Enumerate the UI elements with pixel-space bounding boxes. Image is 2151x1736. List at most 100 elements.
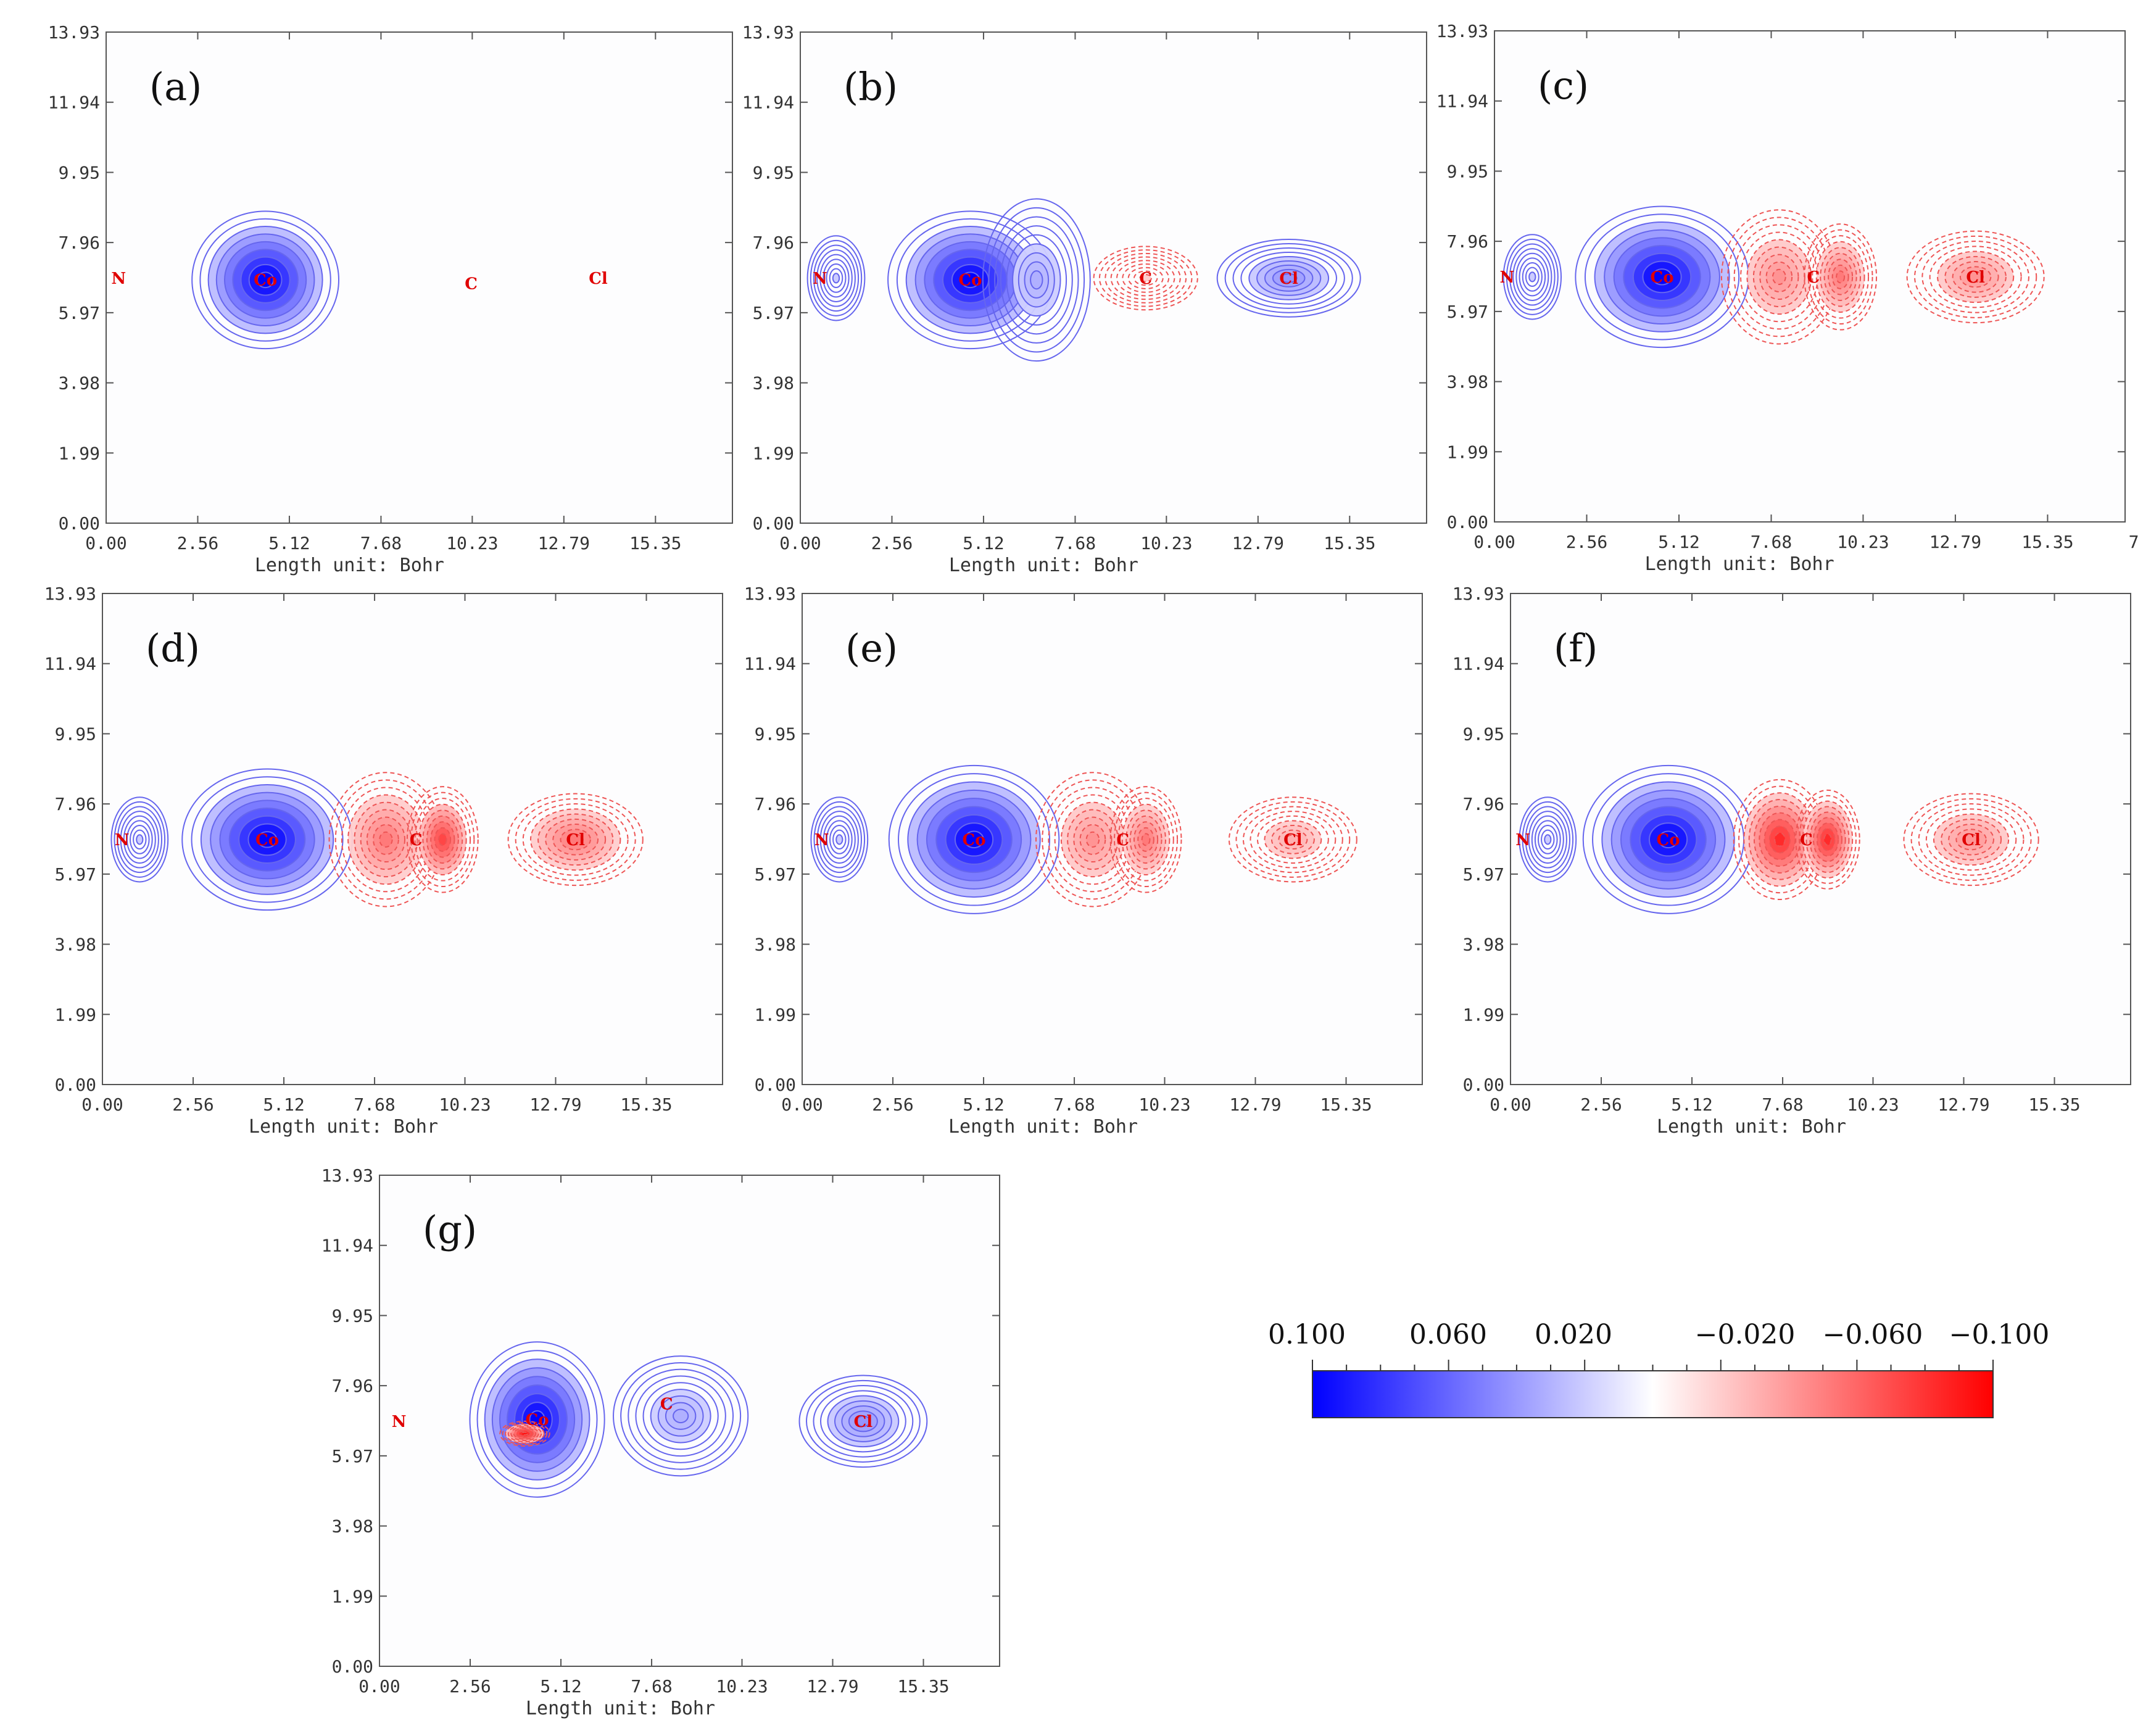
contour-line bbox=[1538, 824, 1558, 854]
x-tick-label: 10.23 bbox=[1847, 1094, 1899, 1115]
contour-line bbox=[199, 218, 331, 342]
contour-line bbox=[1139, 274, 1152, 283]
x-tick-label: 5.12 bbox=[963, 533, 1004, 553]
x-axis-title: Length unit: Bohr bbox=[949, 555, 1138, 576]
contour-line bbox=[1528, 811, 1567, 869]
x-tick-label: 10.23 bbox=[439, 1094, 491, 1115]
contour-line bbox=[1531, 815, 1564, 864]
contour-line bbox=[437, 833, 447, 846]
contour-line bbox=[1651, 268, 1673, 286]
x-axis-title: Length unit: Bohr bbox=[255, 555, 444, 576]
contour-line bbox=[1093, 246, 1198, 311]
atom-label-n: N bbox=[814, 831, 829, 849]
x-tick-label: 2.56 bbox=[449, 1676, 491, 1697]
atom-label-n: N bbox=[1500, 268, 1515, 287]
atom-label-co: Co bbox=[255, 831, 279, 849]
contour-line bbox=[1519, 257, 1546, 297]
y-tick-label: 9.95 bbox=[1463, 724, 1504, 744]
contour-line bbox=[1280, 273, 1298, 283]
colorbar-label: −0.020 bbox=[1695, 1319, 1796, 1350]
contour-line bbox=[521, 1431, 528, 1436]
y-tick-label: 7.96 bbox=[1463, 794, 1504, 814]
y-tick-label: 1.99 bbox=[755, 1004, 796, 1025]
contour-line bbox=[406, 786, 479, 893]
contour-line bbox=[1285, 834, 1301, 845]
contour-line bbox=[1525, 806, 1571, 874]
contour-line bbox=[1116, 260, 1175, 297]
contour-line bbox=[829, 824, 850, 854]
x-axis-title: Length unit: Bohr bbox=[1657, 1116, 1846, 1138]
x-tick-label: 2.56 bbox=[1580, 1094, 1622, 1115]
x-axis-title: Length unit: Bohr bbox=[948, 1116, 1138, 1138]
panel-label: (c) bbox=[1538, 63, 1589, 108]
contour-line bbox=[1235, 801, 1351, 878]
atom-label-c: C bbox=[660, 1395, 673, 1413]
y-tick-label: 9.95 bbox=[59, 162, 100, 183]
contour-line bbox=[620, 1362, 742, 1470]
x-tick-label: 7.68 bbox=[360, 533, 402, 553]
x-tick-label: 12.79 bbox=[529, 1094, 581, 1115]
y-tick-label: 0.00 bbox=[55, 1075, 96, 1095]
contour-line bbox=[476, 1350, 598, 1489]
contour-line bbox=[1823, 833, 1832, 846]
x-tick-label: 7.68 bbox=[1053, 1094, 1095, 1115]
contour-line bbox=[1804, 223, 1878, 331]
y-tick-label: 11.94 bbox=[44, 654, 96, 674]
contour-line bbox=[826, 263, 847, 293]
panel-d: N Co C Cl 0.00 2.56 5.12 7.68 10.23 12.79 15.35 0.0… bbox=[44, 584, 723, 1138]
panel-f: N Co C Cl 0.00 2.56 5.12 7.68 10.23 12.79 15.35 0.0… bbox=[1453, 584, 2131, 1138]
x-axis-title: Length unit: Bohr bbox=[1645, 553, 1834, 575]
y-tick-label: 3.98 bbox=[1447, 372, 1488, 392]
atom-label-cl: Cl bbox=[1962, 831, 1981, 849]
contour-line bbox=[1232, 247, 1345, 309]
atom-label-c: C bbox=[1116, 831, 1129, 849]
colorbar-label: 0.020 bbox=[1535, 1319, 1612, 1350]
contour-line bbox=[1506, 238, 1559, 315]
contour-line bbox=[1534, 820, 1561, 859]
contour-line bbox=[499, 1420, 550, 1447]
contour-line bbox=[136, 834, 144, 845]
y-tick-label: 5.97 bbox=[1463, 864, 1504, 885]
y-tick-label: 5.97 bbox=[1447, 302, 1488, 322]
contour-line bbox=[191, 776, 344, 903]
contour-line bbox=[1929, 246, 2022, 308]
x-tick-label: 2.56 bbox=[177, 533, 218, 553]
x-tick-label: 5.12 bbox=[268, 533, 310, 553]
colorbar-ticks bbox=[1312, 1360, 1994, 1371]
contour-line bbox=[1903, 793, 2039, 887]
contour-line bbox=[1914, 235, 2037, 318]
y-tick-label: 5.97 bbox=[59, 303, 100, 323]
contour-line bbox=[1584, 213, 1740, 341]
atom-label-n: N bbox=[115, 831, 130, 849]
x-tick-label: 0.00 bbox=[85, 533, 126, 553]
contour-line bbox=[1774, 832, 1786, 847]
y-tick-label: 13.93 bbox=[742, 22, 794, 43]
contour-line bbox=[1544, 834, 1552, 845]
y-tick-label: 7.96 bbox=[55, 794, 96, 814]
y-tick-label: 3.98 bbox=[59, 373, 100, 394]
contour-line bbox=[806, 235, 866, 321]
contour-line bbox=[1515, 252, 1549, 301]
contour-line bbox=[813, 1385, 914, 1458]
x-tick-label: 12.79 bbox=[1232, 533, 1284, 553]
contour-line bbox=[673, 1408, 689, 1424]
contour-line bbox=[1812, 235, 1870, 319]
y-tick-label: 1.99 bbox=[1447, 442, 1488, 462]
contour-line bbox=[1541, 829, 1555, 850]
x-tick-label: 0.00 bbox=[358, 1676, 400, 1697]
contour-line bbox=[1240, 251, 1337, 305]
contour-line bbox=[1799, 795, 1857, 884]
atom-label-co: Co bbox=[526, 1411, 549, 1429]
colorbar-label: −0.060 bbox=[1823, 1319, 1923, 1350]
contour-line bbox=[810, 796, 869, 883]
atom-label-n: N bbox=[111, 270, 126, 288]
x-tick-label: 10.23 bbox=[446, 533, 498, 553]
contour-line bbox=[1906, 230, 2045, 324]
contour-line bbox=[130, 824, 150, 854]
y-tick-label: 7.96 bbox=[755, 794, 796, 814]
y-tick-label: 1.99 bbox=[1463, 1004, 1504, 1025]
contour-line bbox=[819, 254, 853, 302]
contour-line bbox=[1502, 234, 1562, 320]
contour-line bbox=[117, 806, 163, 874]
y-tick-label: 13.93 bbox=[1453, 584, 1504, 604]
